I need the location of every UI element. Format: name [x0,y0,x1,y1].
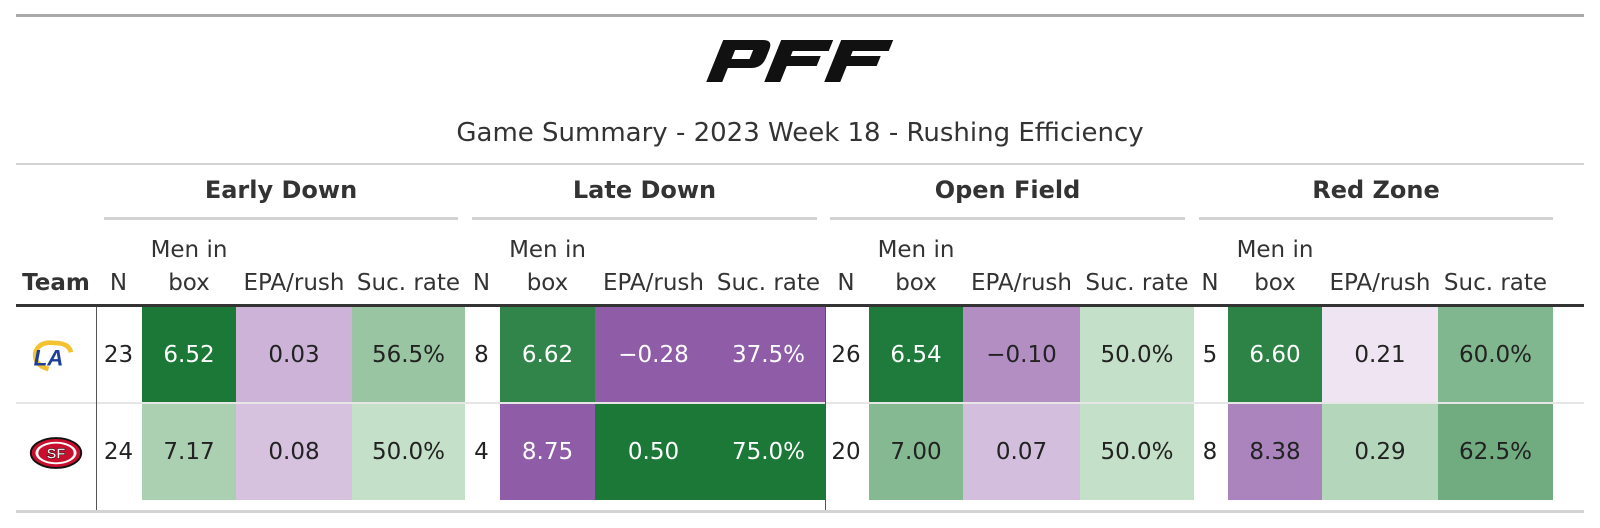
column-header-suc: Suc. rate [1443,270,1548,296]
group-rule [830,217,1185,220]
cell-suc: 60.0% [1438,307,1553,403]
cell-suc: 56.5% [352,307,465,403]
cell-box: 6.54 [869,307,963,403]
column-header-epa: EPA/rush [602,270,704,296]
column-header-suc: Suc. rate [1085,270,1189,296]
column-header-box: Men in box [150,237,228,296]
cell-box: 8.38 [1228,404,1322,500]
cell-box: 7.17 [142,404,236,500]
svg-text:LA: LA [34,345,64,370]
cell-epa: 0.07 [963,404,1080,500]
rams-logo: LA [32,340,74,372]
cell-epa: 0.03 [236,307,352,403]
row-separator [16,402,1584,404]
cell-n: 8 [1202,439,1218,465]
cell-suc: 37.5% [712,307,825,403]
group-rule [1199,217,1553,220]
group-rule [472,217,817,220]
chart-title: Game Summary - 2023 Week 18 - Rushing Ef… [456,118,1144,148]
column-header-n: N [1201,270,1219,296]
cell-box: 6.52 [142,307,236,403]
cell-suc: 50.0% [352,404,465,500]
cell-n: 20 [831,439,861,465]
cell-box: 7.00 [869,404,963,500]
cell-n: 8 [474,342,489,368]
cell-suc: 75.0% [712,404,825,500]
cell-epa: 0.21 [1322,307,1438,403]
column-header-n: N [109,270,128,296]
column-header-box: Men in box [877,237,955,296]
column-header-suc: Suc. rate [716,270,821,296]
cell-box: 8.75 [500,404,595,500]
team-divider [96,307,97,511]
column-header-n: N [837,270,855,296]
cell-suc: 50.0% [1080,307,1194,403]
bottom-rule [16,510,1584,513]
group-rule [104,217,458,220]
column-header-epa: EPA/rush [970,270,1072,296]
cell-epa: −0.28 [595,307,712,403]
cell-suc: 50.0% [1080,404,1194,500]
group-header-open-field: Open Field [934,176,1081,204]
group-header-red-zone: Red Zone [1312,176,1440,204]
cell-epa: −0.10 [963,307,1080,403]
svg-text:SF: SF [46,446,65,463]
cell-n: 26 [831,342,861,368]
pff-logo [706,40,894,82]
cell-n: 23 [103,342,134,368]
cell-epa: 0.08 [236,404,352,500]
top-rule [16,14,1584,17]
column-header-n: N [472,270,491,296]
cell-suc: 62.5% [1438,404,1553,500]
cell-n: 5 [1202,342,1218,368]
column-header-epa: EPA/rush [243,270,345,296]
cell-n: 24 [103,439,134,465]
cell-box: 6.60 [1228,307,1322,403]
group-header-early-down: Early Down [204,176,358,204]
cell-epa: 0.29 [1322,404,1438,500]
column-header-box: Men in box [509,237,586,296]
column-header-box: Men in box [1236,237,1314,296]
group-divider-open-field [825,307,826,511]
column-header-suc: Suc. rate [356,270,461,296]
cell-box: 6.62 [500,307,595,403]
team-column-header: Team [22,270,90,296]
column-header-epa: EPA/rush [1329,270,1431,296]
49ers-logo: SF [29,437,83,469]
cell-n: 4 [474,439,489,465]
group-header-late-down: Late Down [572,176,717,204]
cell-epa: 0.50 [595,404,712,500]
title-rule [16,163,1584,165]
header-rule [16,304,1584,307]
